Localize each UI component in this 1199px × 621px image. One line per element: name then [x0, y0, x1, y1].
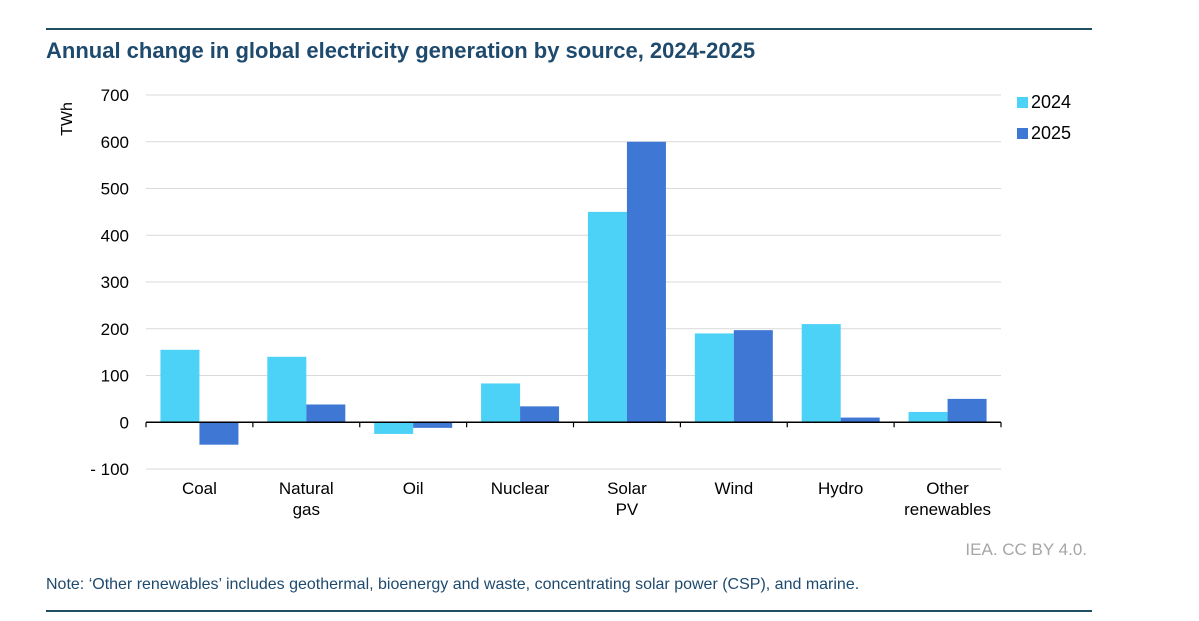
x-category-label: Oil [403, 479, 424, 498]
x-category-label-line: gas [293, 500, 320, 519]
bar-2025 [520, 406, 560, 423]
bars [160, 141, 987, 445]
x-category-label-line: Nuclear [491, 479, 550, 498]
x-category-label-line: Wind [714, 479, 753, 498]
bar-2025 [733, 330, 773, 423]
legend: 2024 2025 [1017, 92, 1071, 143]
bar-2024 [694, 333, 734, 423]
x-category-label-line: Hydro [818, 479, 863, 498]
x-category-label-line: Other [926, 479, 969, 498]
legend-label-2025: 2025 [1031, 123, 1071, 143]
y-tick-label: 500 [101, 180, 129, 199]
x-category-label: Natural gas [279, 479, 334, 519]
bar-2025 [413, 422, 453, 428]
legend-swatch-2024 [1017, 97, 1028, 108]
x-category-label-line: Solar [607, 479, 647, 498]
bar-2024 [801, 324, 841, 423]
y-axis-title: TWh [59, 102, 76, 136]
y-tick-label: 400 [101, 226, 129, 245]
bar-2024 [908, 411, 948, 423]
bottom-rule [46, 610, 1092, 612]
y-tick-label: 300 [101, 273, 129, 292]
y-tick-label: 100 [101, 367, 129, 386]
bar-2024 [587, 211, 627, 423]
x-category-label-line: PV [616, 500, 639, 519]
x-category-label: Coal [182, 479, 217, 498]
x-category-label-line: Oil [403, 479, 424, 498]
y-tick-label: 200 [101, 320, 129, 339]
x-category-label: Nuclear [491, 479, 550, 498]
bar-2024 [160, 349, 200, 423]
x-category-label: Other renewables [904, 479, 991, 519]
legend-label-2024: 2024 [1031, 92, 1071, 112]
bar-2025 [626, 141, 666, 423]
axes [145, 421, 1002, 428]
bar-2024 [267, 356, 307, 423]
footnote: Note: ‘Other renewables’ includes geothe… [46, 576, 860, 593]
chart-title: Annual change in global electricity gene… [46, 38, 756, 63]
x-category-label: Hydro [818, 479, 863, 498]
y-tick-label: - 100 [90, 460, 129, 479]
x-category-label-line: renewables [904, 500, 991, 519]
bar-2025 [306, 404, 346, 423]
bar-2025 [199, 422, 239, 445]
top-rule [46, 28, 1092, 30]
axis-labels: - 100 0 100 200 300 400 500 600 700 TWh Coal Natura… [59, 86, 991, 519]
bar-2025 [840, 417, 880, 423]
x-category-label: Solar PV [607, 479, 647, 519]
bar-2024 [374, 422, 414, 434]
x-category-label: Wind [714, 479, 753, 498]
legend-swatch-2025 [1017, 128, 1028, 139]
x-category-label-line: Coal [182, 479, 217, 498]
source-credit: IEA. CC BY 4.0. [965, 540, 1087, 559]
x-category-label-line: Natural [279, 479, 334, 498]
bar-2025 [947, 398, 987, 423]
y-tick-label: 600 [101, 133, 129, 152]
y-tick-label: 0 [120, 413, 129, 432]
bar-2024 [481, 383, 521, 423]
y-tick-label: 700 [101, 86, 129, 105]
